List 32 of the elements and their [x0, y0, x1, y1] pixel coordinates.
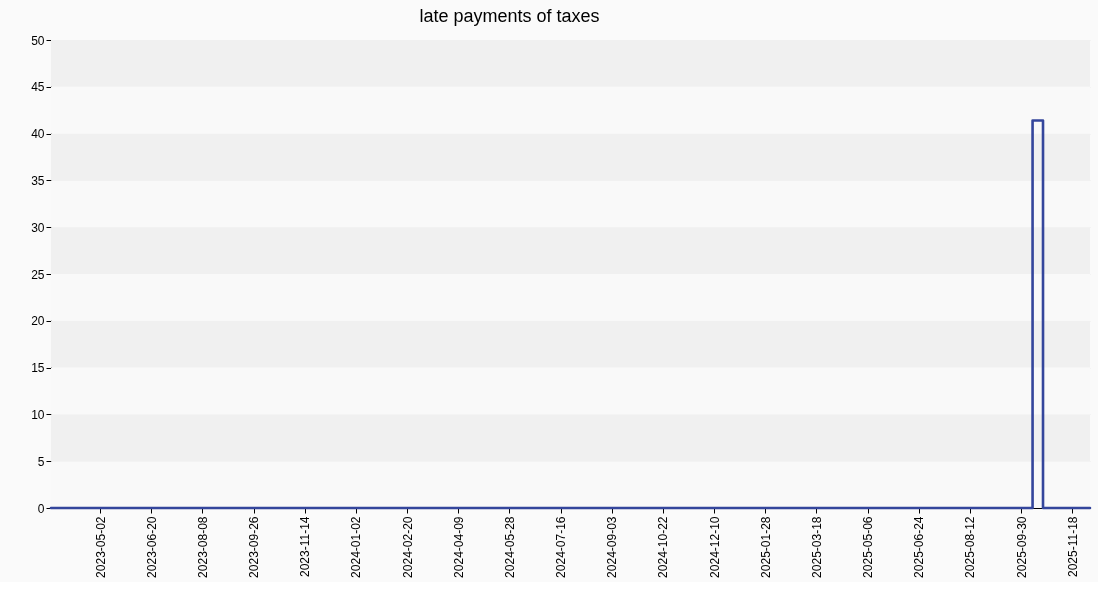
x-tick-label: 2025-06-24 — [912, 516, 927, 578]
x-tick-label: 2023-09-26 — [247, 516, 262, 578]
x-tick-label: 2023-05-02 — [93, 516, 108, 578]
x-tick-label: 2023-06-20 — [144, 516, 159, 578]
y-tick-label: 40 — [31, 127, 45, 142]
x-tick-label: 2024-05-28 — [502, 516, 517, 578]
y-tick-label: 15 — [31, 361, 45, 376]
x-tick-label: 2024-04-09 — [451, 516, 466, 578]
x-tick-label: 2024-01-02 — [349, 516, 364, 578]
y-tick-label: 20 — [31, 314, 45, 329]
x-tick-label: 2024-10-22 — [656, 516, 671, 578]
x-tick-label: 2025-11-18 — [1065, 516, 1080, 577]
x-tick-label: 2025-08-12 — [963, 516, 978, 578]
y-tick-label: 5 — [37, 454, 45, 469]
y-tick-label: 10 — [31, 407, 45, 422]
y-tick-label: 0 — [37, 501, 45, 516]
x-tick-label: 2024-07-16 — [554, 516, 569, 578]
chart-title: late payments of taxes — [419, 6, 600, 26]
x-tick-label: 2025-03-18 — [809, 516, 824, 578]
x-tick-label: 2023-08-08 — [195, 516, 210, 578]
x-tick-label: 2025-09-30 — [1014, 516, 1029, 578]
x-tick-label: 2023-11-14 — [298, 516, 313, 577]
x-tick-label: 2024-12-10 — [707, 516, 722, 578]
x-tick-label: 2025-01-28 — [758, 516, 773, 578]
x-tick-label: 2024-09-03 — [605, 516, 620, 578]
y-tick-label: 35 — [31, 173, 45, 188]
y-tick-label: 25 — [31, 267, 45, 282]
x-tick-label: 2024-02-20 — [400, 516, 415, 578]
y-tick-label: 45 — [31, 80, 45, 95]
x-tick-label: 2025-05-06 — [861, 516, 876, 578]
y-tick-label: 50 — [31, 33, 45, 48]
y-tick-label: 30 — [31, 220, 45, 235]
